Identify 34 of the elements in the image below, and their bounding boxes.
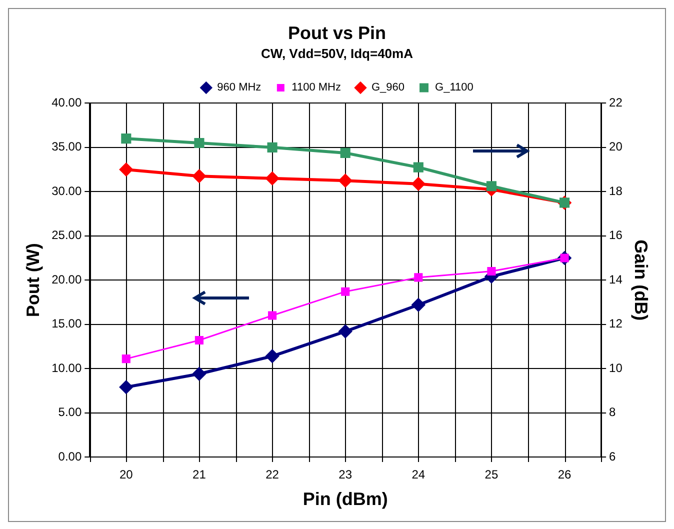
legend-label: 960 MHz [217,82,262,94]
x-tick-label: 20 [119,468,134,482]
chart-subtitle: CW, Vdd=50V, Idq=40mA [261,46,414,61]
y2-tick-label: 12 [609,316,623,331]
y-tick-label: 5.00 [58,405,82,420]
y2-tick-label: 10 [609,360,623,375]
x-tick-label: 24 [412,468,426,482]
y2-tick-label: 8 [609,405,616,420]
y-tick-label: 25.00 [52,228,82,242]
y-axis-title: Pout (W) [22,243,43,318]
x-tick-label: 22 [266,468,280,482]
y-tick-label: 30.00 [52,184,82,198]
x-tick-label: 25 [484,468,498,482]
y-tick-label: 35.00 [52,140,82,154]
y2-tick-label: 20 [609,140,623,154]
y2-tick-label: 18 [609,184,623,198]
y2-tick-label: 16 [609,228,623,242]
y2-tick-label: 6 [609,449,616,464]
y-tick-label: 20.00 [52,272,82,286]
x-tick-label: 21 [192,468,206,482]
y-tick-label: 15.00 [52,316,82,331]
y-tick-label: 0.00 [58,449,82,464]
y2-axis-title: Gain (dB) [631,240,652,321]
x-axis-title: Pin (dBm) [302,489,388,510]
chart-title: Pout vs Pin [288,22,386,43]
y-tick-label: 10.00 [52,360,82,375]
y2-tick-label: 22 [609,96,623,110]
x-tick-label: 26 [558,468,572,482]
y-tick-label: 40.00 [52,96,82,110]
x-tick-label: 23 [338,468,352,482]
legend-label: G_1100 [435,82,474,94]
y2-tick-label: 14 [609,272,623,286]
legend-label: 1100 MHz [292,82,341,94]
legend-label: G_960 [371,82,405,94]
